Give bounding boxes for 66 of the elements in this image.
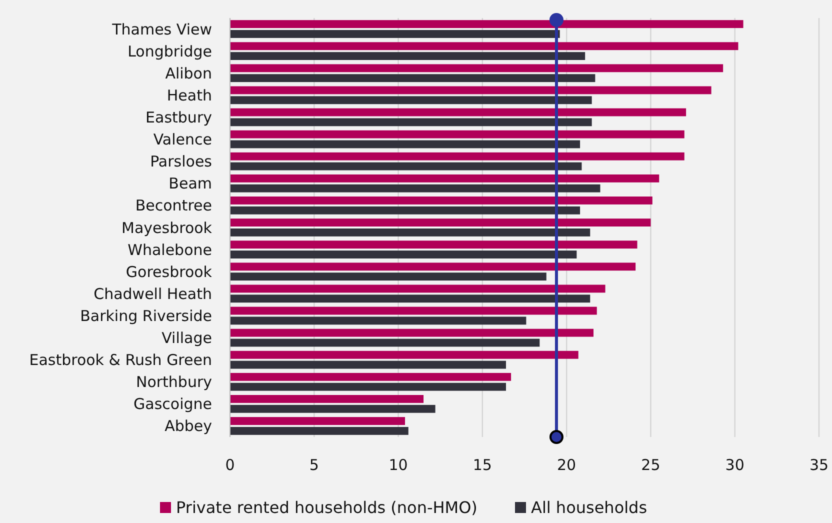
- x-tick-label: 5: [309, 456, 319, 474]
- y-tick-label: Goresbrook: [126, 262, 212, 281]
- y-tick-label: Mayesbrook: [122, 218, 212, 237]
- bar: [230, 206, 580, 214]
- y-tick-label: Beam: [168, 174, 212, 193]
- bar: [230, 162, 582, 170]
- bar: [230, 52, 586, 60]
- bar: [230, 417, 406, 425]
- bar: [230, 360, 506, 369]
- bar: [230, 30, 560, 38]
- bar: [230, 86, 712, 94]
- x-tick-label: 10: [388, 456, 408, 474]
- y-tick-label: Heath: [166, 86, 212, 104]
- y-tick-label: Longbridge: [128, 42, 212, 60]
- x-tick-label: 35: [809, 456, 829, 474]
- x-tick-label: 25: [641, 456, 660, 474]
- y-tick-label: Alibon: [165, 64, 212, 82]
- y-tick-label: Whalebone: [128, 240, 212, 259]
- bar: [230, 240, 638, 249]
- bar: [230, 140, 580, 148]
- legend-label: All households: [531, 498, 648, 517]
- bar: [230, 184, 600, 192]
- bar: [230, 96, 592, 104]
- y-tick-label: Gascoigne: [134, 395, 212, 414]
- bar: [230, 316, 526, 325]
- bar: [230, 218, 651, 226]
- bar: [230, 130, 684, 138]
- bar: [230, 74, 596, 82]
- y-tick-label: Valence: [153, 130, 212, 149]
- bar: [230, 394, 424, 403]
- y-tick-label: Northbury: [136, 373, 212, 392]
- bar: [230, 404, 436, 413]
- bar: [230, 118, 592, 126]
- bar: [230, 108, 686, 116]
- bar: [230, 284, 606, 293]
- x-tick-label: 15: [472, 456, 492, 474]
- bar: [230, 42, 738, 50]
- bar: [230, 294, 590, 303]
- y-tick-label: Parsloes: [150, 152, 212, 171]
- y-tick-label: Chadwell Heath: [94, 284, 212, 303]
- y-tick-label: Village: [162, 329, 212, 348]
- bar: [230, 426, 408, 435]
- bar: [230, 338, 540, 347]
- legend-label: Private rented households (non-HMO): [176, 498, 478, 517]
- bar: [230, 174, 660, 182]
- y-tick-label: Thames View: [111, 20, 212, 38]
- x-tick-label: 30: [725, 456, 744, 474]
- bar: [230, 64, 724, 72]
- y-tick-label: Barking Riverside: [80, 306, 212, 325]
- bar: [230, 272, 546, 281]
- bar: [230, 152, 684, 160]
- y-tick-label: Eastbury: [146, 108, 212, 126]
- bar: [230, 382, 506, 391]
- bar: [230, 250, 577, 258]
- y-tick-label: Abbey: [164, 417, 212, 436]
- bar: [230, 372, 512, 381]
- y-tick-label: Eastbrook & Rush Green: [29, 351, 212, 370]
- bar: [230, 228, 590, 236]
- bar: [230, 350, 578, 359]
- y-tick-label: Becontree: [135, 196, 212, 215]
- bar: [230, 306, 597, 315]
- x-tick-label: 0: [225, 456, 235, 474]
- x-tick-label: 20: [557, 456, 576, 474]
- bar: [230, 196, 652, 204]
- bar: [230, 262, 636, 271]
- bar: [230, 328, 594, 337]
